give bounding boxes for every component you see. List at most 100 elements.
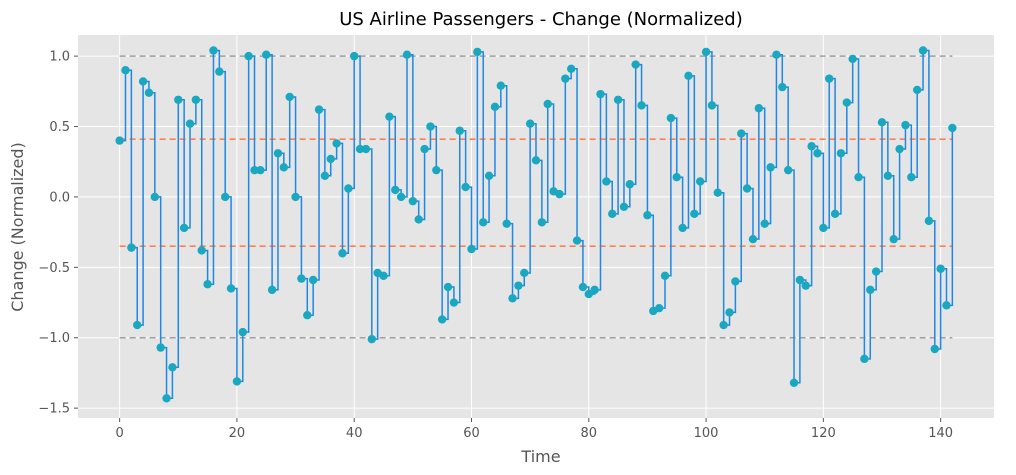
data-point — [220, 192, 230, 202]
data-point — [660, 271, 670, 280]
data-point — [484, 171, 494, 181]
y-tick-label: −1.5 — [38, 402, 70, 417]
data-point — [742, 184, 752, 193]
data-point — [256, 165, 265, 175]
data-point — [355, 144, 365, 154]
data-point — [432, 165, 441, 175]
data-point — [936, 264, 945, 273]
data-point — [631, 60, 640, 69]
data-point — [209, 46, 218, 55]
x-axis-ticks: 0 20 40 60 80 100 120 140 — [115, 418, 953, 441]
x-tick-label: 60 — [463, 426, 480, 441]
data-point — [232, 377, 242, 386]
data-point — [866, 285, 875, 295]
data-point — [748, 234, 758, 244]
data-point — [654, 303, 664, 313]
data-point — [215, 67, 224, 76]
data-point — [871, 267, 881, 276]
data-point — [578, 282, 588, 292]
data-point — [819, 223, 828, 233]
y-tick-label: 0.0 — [49, 190, 70, 205]
data-point — [678, 223, 687, 233]
data-point — [174, 95, 183, 104]
data-point — [948, 123, 957, 133]
y-tick-label: −0.5 — [38, 261, 70, 276]
x-tick-label: 100 — [694, 426, 719, 441]
data-point — [854, 173, 863, 182]
data-point — [695, 177, 705, 186]
data-point — [907, 173, 916, 182]
data-point — [684, 71, 693, 81]
data-point — [842, 98, 852, 107]
data-point — [244, 51, 253, 61]
data-point — [285, 92, 294, 102]
markers — [115, 46, 957, 403]
x-tick-label: 120 — [811, 426, 836, 441]
data-point — [801, 281, 810, 290]
data-point — [848, 54, 857, 64]
reference-lines — [119, 55, 953, 339]
data-point — [789, 378, 799, 387]
data-point — [584, 289, 593, 299]
data-point — [613, 95, 623, 104]
data-point — [713, 188, 722, 197]
data-point — [250, 165, 259, 175]
data-point — [467, 244, 476, 254]
y-tick-label: −1.0 — [38, 331, 70, 346]
data-point — [303, 311, 312, 320]
x-tick-label: 0 — [115, 426, 123, 441]
data-point — [731, 277, 740, 286]
data-point — [420, 144, 429, 154]
data-point — [543, 99, 552, 109]
data-point — [479, 218, 488, 227]
data-point — [156, 343, 165, 352]
data-point — [877, 118, 887, 127]
data-point — [772, 50, 781, 59]
data-point — [701, 47, 711, 57]
data-point — [367, 334, 377, 344]
data-point — [725, 308, 734, 317]
data-point — [490, 102, 500, 112]
data-point — [555, 189, 564, 199]
data-point — [267, 285, 277, 295]
data-point — [531, 156, 541, 165]
data-point — [185, 119, 195, 128]
data-point — [437, 315, 447, 324]
data-point — [502, 219, 511, 228]
data-point — [385, 112, 394, 121]
data-point — [127, 243, 136, 252]
data-point — [625, 180, 635, 189]
data-point — [138, 77, 148, 86]
data-point — [637, 101, 646, 110]
data-point — [737, 129, 746, 138]
data-point — [836, 149, 846, 158]
chart-title: US Airline Passengers - Change (Normaliz… — [339, 9, 743, 30]
data-point — [291, 192, 300, 202]
data-point — [332, 139, 341, 148]
data-point — [525, 119, 535, 128]
data-point — [426, 122, 435, 131]
data-point — [273, 149, 283, 158]
data-point — [361, 144, 371, 154]
data-point — [783, 165, 793, 175]
data-point — [883, 171, 893, 181]
data-point — [449, 298, 459, 307]
data-point — [414, 215, 423, 224]
data-point — [619, 202, 629, 211]
data-point — [402, 50, 412, 59]
data-point — [901, 120, 910, 130]
x-tick-label: 80 — [581, 426, 598, 441]
data-point — [561, 74, 570, 83]
data-point — [912, 85, 922, 95]
data-point — [778, 82, 787, 92]
data-point — [144, 88, 154, 97]
data-point — [150, 192, 160, 202]
data-point — [795, 275, 805, 285]
data-point — [889, 234, 898, 244]
data-point — [238, 327, 247, 337]
data-point — [455, 126, 464, 135]
data-point — [297, 274, 306, 283]
x-axis-label: Time — [520, 447, 560, 466]
data-point — [825, 74, 834, 83]
